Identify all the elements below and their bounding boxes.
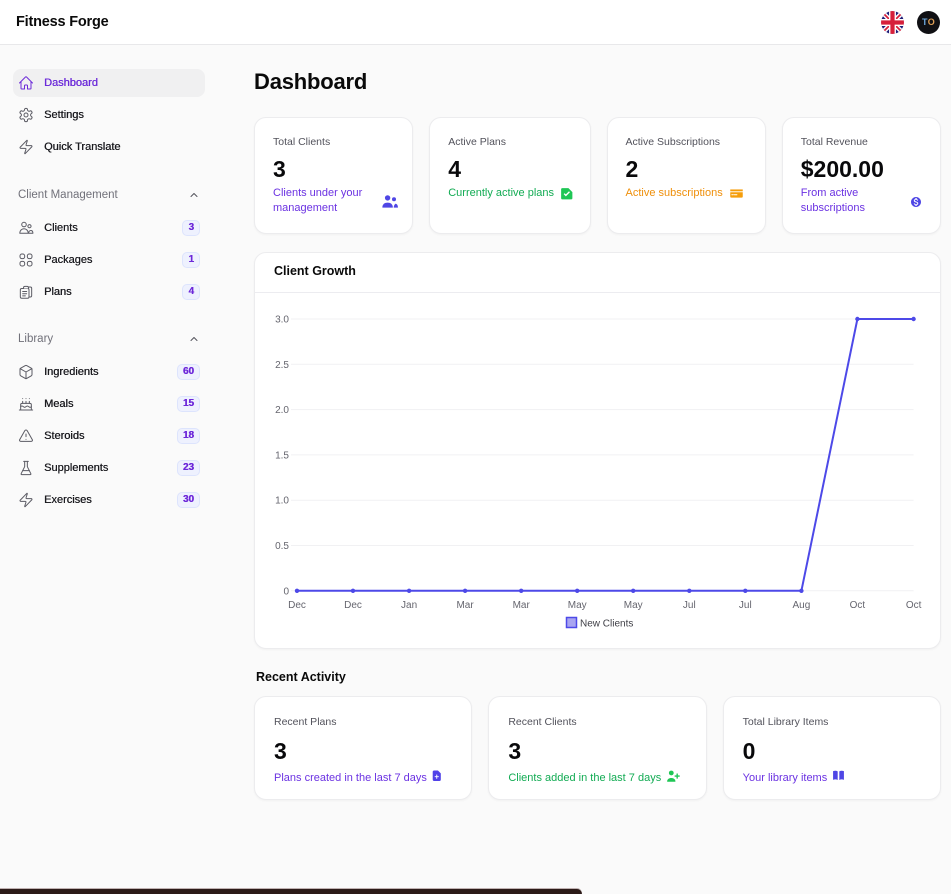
svg-text:Oct: Oct (906, 600, 922, 611)
svg-text:Jul: Jul (739, 600, 752, 611)
svg-text:Dec: Dec (344, 600, 362, 611)
svg-text:0.5: 0.5 (275, 541, 289, 552)
svg-text:New Clients: New Clients (580, 618, 633, 629)
svg-text:Jul: Jul (683, 600, 696, 611)
svg-text:1.0: 1.0 (275, 495, 289, 506)
svg-text:2.5: 2.5 (275, 359, 289, 370)
svg-text:Aug: Aug (793, 600, 811, 611)
svg-text:1.5: 1.5 (275, 450, 289, 461)
svg-text:Mar: Mar (456, 600, 474, 611)
svg-text:May: May (624, 600, 643, 611)
svg-text:Mar: Mar (513, 600, 531, 611)
svg-text:Dec: Dec (288, 600, 306, 611)
svg-text:May: May (568, 600, 587, 611)
svg-text:Oct: Oct (850, 600, 866, 611)
svg-text:2.0: 2.0 (275, 405, 289, 416)
svg-text:Jan: Jan (401, 600, 417, 611)
svg-text:0: 0 (283, 586, 289, 597)
svg-text:3.0: 3.0 (275, 314, 289, 325)
